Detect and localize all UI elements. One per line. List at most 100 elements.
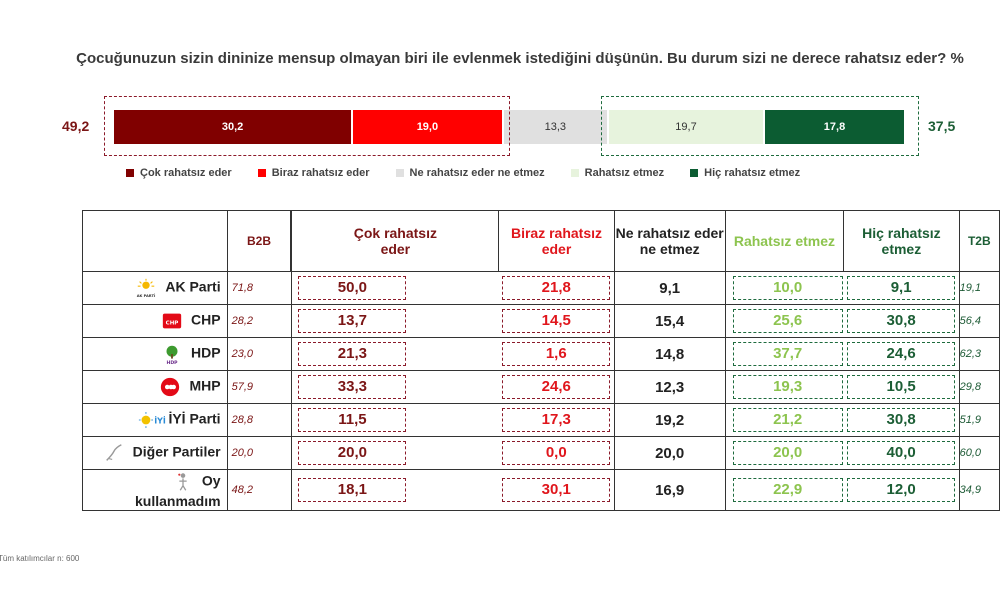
hic-value: 9,1 [847, 276, 956, 300]
t2b-cell: 60,0 [958, 436, 1000, 470]
party-logo-icon: İYİ [138, 409, 166, 431]
positive-total: 37,5 [928, 118, 956, 134]
biraz-cell: 30,1 [498, 469, 615, 511]
legend-item: Çok rahatsız eder [126, 167, 232, 179]
rahatsiz-cell: 22,9 [724, 469, 844, 511]
legend-label: Hiç rahatsız etmez [704, 167, 801, 179]
cok-cell: 33,3 [291, 370, 499, 404]
biraz-value: 30,1 [502, 478, 611, 502]
chp-logo-text: CHP [166, 321, 179, 327]
cok-value: 50,0 [298, 276, 407, 300]
cok-value: 18,1 [298, 478, 407, 502]
party-table: B2B Çok rahatsız eder Biraz rahatsız ede… [82, 210, 1000, 511]
legend-label: Biraz rahatsız eder [271, 167, 370, 179]
party-logo-icon: CHP [161, 310, 183, 332]
ne-cell: 19,2 [613, 403, 726, 437]
legend-label: Çok rahatsız eder [140, 167, 232, 179]
rahatsiz-value: 10,0 [732, 276, 843, 300]
ne-cell: 12,3 [613, 370, 726, 404]
table-row: Oy kullanmadım 48,2 18,1 30,1 16,9 22,9 12,0 34… [82, 469, 1000, 511]
party-name: Oy kullanmadım [134, 472, 221, 509]
legend-swatch [570, 169, 579, 177]
rahatsiz-value: 21,2 [732, 408, 843, 432]
t2b-cell: 56,4 [958, 304, 1000, 338]
biraz-header-text: Biraz rahatsız eder [510, 225, 603, 257]
legend: Çok rahatsız eder Biraz rahatsız eder Ne r… [126, 167, 826, 179]
bar-segment: 30,2 [114, 110, 352, 144]
negative-bracket [104, 96, 510, 156]
party-logo-icon [172, 471, 194, 493]
cok-value: 13,7 [298, 309, 407, 333]
positive-bracket [601, 96, 919, 156]
party-name: Diğer Partiler [132, 443, 221, 460]
hic-cell: 12,0 [843, 469, 960, 511]
t2b-header: T2B [958, 210, 1000, 272]
t2b-cell: 19,1 [958, 271, 1000, 305]
ne-header: Ne rahatsız eder ne etmez [613, 210, 726, 272]
ne-cell: 15,4 [613, 304, 726, 338]
biraz-value: 14,5 [502, 309, 611, 333]
rahatsiz-value: 22,9 [732, 478, 843, 502]
cok-cell: 21,3 [291, 337, 499, 371]
cok-cell: 11,5 [291, 403, 499, 437]
rahatsiz-value: 19,3 [732, 375, 843, 399]
rahatsiz-cell: 25,6 [724, 304, 844, 338]
table-row: Diğer Partiler 20,0 20,0 0,0 20,0 20,0 40,0 60,… [82, 436, 1000, 470]
hic-cell: 30,8 [843, 304, 960, 338]
ne-cell: 14,8 [613, 337, 726, 371]
b2b-header: B2B [226, 210, 292, 272]
rahatsiz-value: 25,6 [732, 309, 843, 333]
table-row: HDP HDP 23,0 21,3 1,6 14,8 37,7 24,6 62,3 [82, 337, 1000, 371]
party-cell: İYİ İYİ Parti [82, 403, 228, 437]
table-row: MHP 57,9 33,3 24,6 12,3 19,3 10,5 29,8 [82, 370, 1000, 404]
legend-label: Rahatsız etmez [584, 167, 665, 179]
hdp-logo-text: HDP [167, 360, 179, 365]
b2b-cell: 48,2 [226, 469, 293, 511]
hic-header-text: Hiç rahatsız etmez [862, 225, 941, 257]
legend-item: Hiç rahatsız etmez [690, 167, 800, 179]
cok-value: 20,0 [298, 441, 407, 465]
bar-segment: 17,8 [765, 110, 904, 144]
legend-item: Biraz rahatsız eder [257, 167, 370, 179]
party-logo-icon: AK PARTİ [135, 277, 157, 299]
biraz-cell: 17,3 [498, 403, 615, 437]
rahatsiz-cell: 21,2 [724, 403, 844, 437]
rahatsiz-cell: 19,3 [724, 370, 844, 404]
bar-segment: 13,3 [503, 110, 607, 144]
ne-cell: 20,0 [613, 436, 726, 470]
cok-cell: 18,1 [291, 469, 499, 511]
legend-swatch [690, 169, 699, 177]
rahatsiz-cell: 10,0 [724, 271, 844, 305]
party-cell: Diğer Partiler [82, 436, 228, 470]
cok-cell: 50,0 [291, 271, 499, 305]
party-cell: CHP CHP [82, 304, 228, 338]
biraz-value: 21,8 [502, 276, 611, 300]
ne-cell: 16,9 [613, 469, 726, 511]
biraz-value: 24,6 [502, 375, 611, 399]
bar-segment-label: 13,3 [544, 121, 567, 133]
bar-segment-label: 19,7 [675, 121, 697, 133]
party-name: HDP [191, 344, 221, 361]
party-cell: HDP HDP [82, 337, 228, 371]
rahatsiz-value: 37,7 [732, 342, 843, 366]
party-cell: MHP [82, 370, 228, 404]
party-logo-icon: HDP [161, 343, 183, 366]
footnote: Tüm katılımcılar n: 600 [0, 554, 80, 563]
bar-segment-label: 19,0 [416, 121, 439, 133]
b2b-cell: 57,9 [226, 370, 293, 404]
party-logo-icon [159, 376, 181, 398]
hic-cell: 30,8 [843, 403, 960, 437]
hic-value: 10,5 [847, 375, 956, 399]
table-row: CHP CHP 28,2 13,7 14,5 15,4 25,6 30,8 56,4 [82, 304, 1000, 338]
cok-value: 21,3 [298, 342, 407, 366]
party-name: CHP [191, 311, 221, 328]
table-row: İYİ İYİ Parti 28,8 11,5 17,3 19,2 21,2 30,8 51,9 [82, 403, 1000, 437]
party-logo-icon [103, 442, 125, 464]
cok-cell: 13,7 [291, 304, 499, 338]
rahatsiz-cell: 37,7 [724, 337, 844, 371]
rahatsiz-value: 20,0 [732, 441, 843, 465]
cok-cell: 20,0 [291, 436, 499, 470]
hic-cell: 9,1 [843, 271, 960, 305]
bar-segment-label: 17,8 [823, 121, 846, 133]
biraz-cell: 24,6 [498, 370, 615, 404]
